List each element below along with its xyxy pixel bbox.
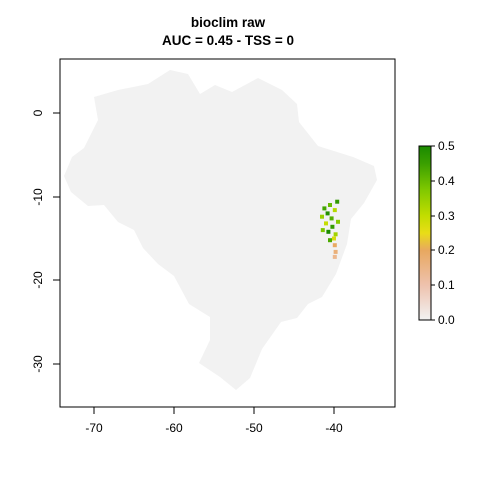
color-legend: 0.5 0.4 0.3 0.2 0.1 0.0 xyxy=(418,139,455,327)
suitability-cell xyxy=(320,228,325,233)
suitability-cell xyxy=(328,203,332,207)
legend-tick-label: 0.2 xyxy=(438,243,455,257)
suitability-cell xyxy=(333,232,338,237)
y-tick-label: -30 xyxy=(31,355,45,373)
suitability-cell xyxy=(325,211,330,216)
y-axis: 0 -10 -20 -30 xyxy=(31,109,61,373)
suitability-cell xyxy=(330,224,335,229)
legend-tick-label: 0.4 xyxy=(438,174,455,188)
legend-tick-label: 0.3 xyxy=(438,209,455,223)
plot-subtitle: AUC = 0.45 - TSS = 0 xyxy=(162,33,294,48)
legend-tick-label: 0.0 xyxy=(438,313,455,327)
y-tick-label: 0 xyxy=(31,109,45,116)
suitability-cell xyxy=(332,254,337,259)
x-axis: -70 -60 -50 -40 xyxy=(85,406,343,435)
legend-color-bar xyxy=(418,145,432,321)
map-area xyxy=(64,70,377,390)
suitability-cell xyxy=(333,249,338,254)
x-tick-label: -40 xyxy=(325,421,343,435)
x-tick-label: -70 xyxy=(85,421,103,435)
x-tick-label: -50 xyxy=(245,421,263,435)
suitability-cell xyxy=(332,236,336,241)
suitability-cell xyxy=(329,216,334,221)
suitability-cell xyxy=(328,238,332,243)
suitability-cells xyxy=(320,199,340,259)
legend-tick-label: 0.5 xyxy=(438,139,455,153)
country-brazil xyxy=(64,70,377,390)
suitability-cell xyxy=(332,243,337,248)
suitability-cell xyxy=(326,229,331,234)
plot-title: bioclim raw xyxy=(191,15,266,30)
y-tick-label: -10 xyxy=(31,188,45,206)
suitability-cell xyxy=(336,219,340,224)
y-tick-label: -20 xyxy=(31,271,45,289)
suitability-cell xyxy=(322,206,327,211)
suitability-cell xyxy=(324,221,328,226)
suitability-cell xyxy=(332,208,337,213)
x-tick-label: -60 xyxy=(165,421,183,435)
suitability-cell xyxy=(320,214,324,219)
suitability-cell xyxy=(335,199,340,204)
legend-tick-label: 0.1 xyxy=(438,278,455,292)
